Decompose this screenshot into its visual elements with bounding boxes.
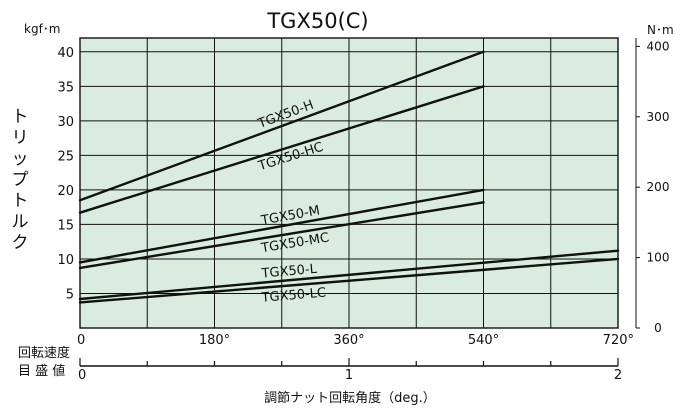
y-tick-left: 25 [57,149,74,164]
y-tick-right: 0 [654,321,662,335]
y-label-char: ク [12,233,29,253]
series-line-tgx50-mc [78,201,485,270]
y-tick-right: 100 [647,251,670,265]
y-tick-right: 300 [647,110,670,124]
y-label-char: リ [12,128,29,148]
x-turn-label-line2: 目 盛 値 [18,363,65,379]
x-angle-tick: 0 [77,333,85,348]
y-tick-left: 10 [57,253,74,268]
series-line-tgx50-m [78,188,485,264]
x-turn-tick: 2 [614,368,622,383]
right-unit-label: N･m [647,23,674,37]
series-line-tgx50-lc [78,257,620,304]
x-angle-tick: 540° [468,333,499,348]
x-angle-tick: 180° [199,333,230,348]
y-label-char: ト [12,107,29,127]
x-turn-tick: 1 [345,368,353,383]
series-line-tgx50-hc [78,85,485,214]
y-label-char: プ [12,170,29,190]
y-tick-left: 20 [57,184,74,199]
series-label-tgx50-l: TGX50-L [260,262,318,282]
y-tick-right: 400 [647,39,670,53]
y-tick-left: 30 [57,115,74,130]
y-label-char: ト [12,191,29,211]
x-angle-tick: 360° [333,333,364,348]
series-line-tgx50-l [78,249,620,301]
chart-title: TGX50(C) [266,9,368,33]
series-line-tgx50-h [78,50,485,202]
series-group [78,50,620,304]
y-label-char: ル [12,212,29,232]
x-axis-label: 調節ナット回転角度（deg.） [264,390,436,406]
y-tick-left: 5 [66,287,74,302]
y-label-char: ッ [12,149,29,169]
x-turn-label-line1: 回転速度 [18,345,70,361]
series-label-tgx50-lc: TGX50-LC [260,286,326,306]
y-tick-left: 35 [57,80,74,95]
y-tick-right: 200 [647,180,670,194]
x-angle-tick: 720° [603,333,634,348]
y-tick-left: 40 [57,46,74,61]
x-turn-tick: 0 [78,368,86,383]
left-unit-label: kgf･m [24,22,60,36]
y-tick-left: 15 [57,218,74,233]
